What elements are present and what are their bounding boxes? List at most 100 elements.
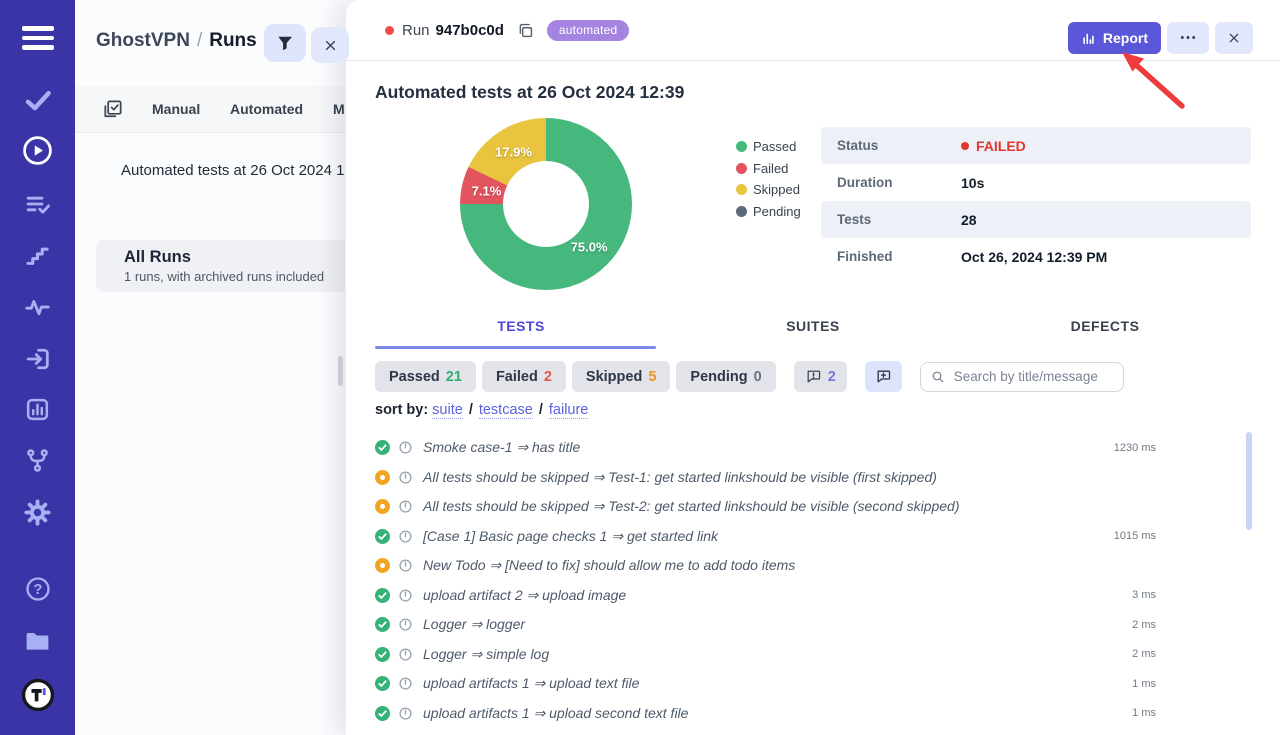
filter-chips: Passed 21 Failed 2 Skipped 5 Pending 0 2 bbox=[375, 361, 1124, 392]
test-row[interactable]: upload artifact 2 ⇒ upload image 3 ms bbox=[375, 581, 1156, 611]
summary-value: 10s bbox=[961, 174, 985, 191]
summary-label: Finished bbox=[837, 249, 893, 264]
tab-mixed[interactable]: M bbox=[333, 101, 345, 117]
breadcrumb-separator: / bbox=[196, 30, 203, 51]
sidebar-item-play[interactable] bbox=[0, 130, 75, 176]
sidebar: ? bbox=[0, 0, 75, 735]
test-row[interactable]: Logger ⇒ simple log 2 ms bbox=[375, 640, 1156, 670]
legend-item-skipped[interactable]: Skipped bbox=[736, 179, 801, 201]
runs-panel: GhostVPN / Runs Manual Automated M Automat… bbox=[75, 0, 345, 735]
test-row[interactable]: All tests should be skipped ⇒ Test-1: ge… bbox=[375, 463, 1156, 493]
sidebar-item-gear[interactable] bbox=[0, 492, 75, 538]
tab-manual[interactable]: Manual bbox=[152, 101, 201, 117]
legend-item-passed[interactable]: Passed bbox=[736, 136, 801, 158]
run-label: Run bbox=[402, 21, 430, 39]
tab-automated[interactable]: Automated bbox=[230, 101, 304, 117]
skipped-status-icon bbox=[375, 558, 390, 574]
clock-icon bbox=[398, 529, 413, 544]
sort-by-failure[interactable]: failure bbox=[548, 402, 589, 419]
legend-item-pending[interactable]: Pending bbox=[736, 201, 801, 223]
sort-by-testcase[interactable]: testcase bbox=[478, 402, 533, 419]
close-icon bbox=[325, 40, 335, 50]
test-row[interactable]: upload artifacts 1 ⇒ upload text file 1 m… bbox=[375, 669, 1156, 699]
all-runs-subtitle: 1 runs, with archived runs included bbox=[124, 269, 325, 284]
add-comment-button[interactable] bbox=[864, 361, 902, 392]
summary-label: Status bbox=[837, 138, 879, 153]
comment-plus-icon bbox=[877, 370, 890, 383]
sidebar-item-folder[interactable] bbox=[0, 620, 75, 666]
clock-icon bbox=[398, 676, 413, 691]
chip-count: 5 bbox=[648, 368, 657, 385]
more-actions-button[interactable]: ⋯ bbox=[1167, 22, 1209, 54]
app-logo[interactable] bbox=[0, 672, 75, 718]
active-tab-underline bbox=[375, 346, 656, 349]
filter-chip-passed[interactable]: Passed 21 bbox=[375, 361, 476, 392]
select-runs-icon[interactable] bbox=[101, 98, 124, 126]
test-duration: 2 ms bbox=[1132, 648, 1156, 661]
chip-label: Pending bbox=[690, 368, 748, 385]
test-duration: 1 ms bbox=[1132, 677, 1156, 690]
tab-tests[interactable]: TESTS bbox=[497, 318, 545, 334]
run-type-badge: automated bbox=[546, 19, 630, 41]
play-icon bbox=[21, 134, 54, 172]
test-list-scrollbar[interactable] bbox=[1246, 432, 1252, 530]
breadcrumb-project[interactable]: GhostVPN bbox=[96, 30, 190, 51]
menu-icon[interactable] bbox=[0, 26, 75, 50]
sidebar-item-bar-chart[interactable] bbox=[0, 389, 75, 435]
close-run-button[interactable] bbox=[1215, 22, 1253, 54]
test-title: All tests should be skipped ⇒ Test-2: ge… bbox=[423, 498, 960, 515]
clock-icon bbox=[398, 499, 413, 514]
summary-row-finished: Finished Oct 26, 2024 12:39 PM bbox=[821, 238, 1251, 275]
check-icon bbox=[23, 85, 53, 120]
filter-chip-pending[interactable]: Pending 0 bbox=[676, 361, 776, 392]
all-runs-card[interactable]: All Runs 1 runs, with archived runs incl… bbox=[96, 240, 345, 292]
filter-chip-skipped[interactable]: Skipped 5 bbox=[571, 361, 671, 392]
sidebar-item-list-check[interactable] bbox=[0, 183, 75, 229]
test-row[interactable]: upload artifacts 1 ⇒ upload second text … bbox=[375, 699, 1156, 729]
sidebar-item-activity[interactable] bbox=[0, 286, 75, 332]
run-details-panel: Run 947b0c0d automated Report ⋯ bbox=[345, 0, 1280, 735]
run-header: Run 947b0c0d automated Report ⋯ bbox=[346, 0, 1280, 61]
close-icon bbox=[1229, 33, 1239, 43]
status-dot bbox=[961, 141, 969, 150]
tab-defects[interactable]: DEFECTS bbox=[1070, 318, 1140, 334]
copy-run-id-button[interactable] bbox=[514, 19, 537, 42]
bar-chart-icon bbox=[24, 396, 51, 428]
search-input[interactable] bbox=[951, 368, 1112, 385]
left-panel-scrollbar[interactable] bbox=[338, 356, 343, 386]
test-row[interactable]: All tests should be skipped ⇒ Test-2: ge… bbox=[375, 492, 1156, 522]
test-row[interactable]: Logger ⇒ logger 2 ms bbox=[375, 610, 1156, 640]
report-button[interactable]: Report bbox=[1067, 22, 1161, 54]
test-row[interactable]: Smoke case-1 ⇒ has title 1230 ms bbox=[375, 433, 1156, 463]
test-row[interactable]: New Todo ⇒ [Need to fix] should allow me… bbox=[375, 551, 1156, 581]
sort-controls: sort by: suite / testcase / failure bbox=[375, 402, 589, 419]
legend-item-failed[interactable]: Failed bbox=[736, 158, 801, 180]
filter-chip-failed[interactable]: Failed 2 bbox=[481, 361, 566, 392]
summary-value: FAILED bbox=[961, 138, 1026, 154]
gear-icon bbox=[23, 498, 52, 532]
passed-status-icon bbox=[375, 705, 390, 721]
passed-status-icon bbox=[375, 676, 390, 692]
sign-in-icon bbox=[24, 345, 52, 378]
chip-label: Failed bbox=[495, 368, 538, 385]
clock-icon bbox=[398, 588, 413, 603]
clock-icon bbox=[398, 647, 413, 662]
test-row[interactable]: [Case 1] Basic page checks 1 ⇒ get start… bbox=[375, 522, 1156, 552]
tab-suites[interactable]: SUITES bbox=[786, 318, 840, 334]
sidebar-item-sign-in[interactable] bbox=[0, 338, 75, 384]
sort-label: sort by: bbox=[375, 402, 429, 418]
comments-filter-chip[interactable]: 2 bbox=[793, 361, 847, 392]
sidebar-item-steps[interactable] bbox=[0, 235, 75, 281]
sort-by-suite[interactable]: suite bbox=[432, 402, 463, 419]
summary-label: Tests bbox=[837, 212, 872, 227]
sidebar-item-check[interactable] bbox=[0, 79, 75, 125]
run-list-item[interactable]: Automated tests at 26 Oct 2024 12:39 bbox=[75, 150, 345, 190]
passed-status-icon bbox=[375, 528, 390, 544]
sidebar-item-help[interactable]: ? bbox=[0, 568, 75, 614]
filter-button[interactable] bbox=[264, 24, 306, 62]
legend-dot bbox=[736, 184, 747, 196]
comment-exclamation-icon bbox=[807, 370, 820, 383]
test-title: upload artifacts 1 ⇒ upload text file bbox=[423, 675, 640, 692]
drawer-close-button[interactable] bbox=[311, 27, 349, 63]
sidebar-item-git-fork[interactable] bbox=[0, 440, 75, 486]
